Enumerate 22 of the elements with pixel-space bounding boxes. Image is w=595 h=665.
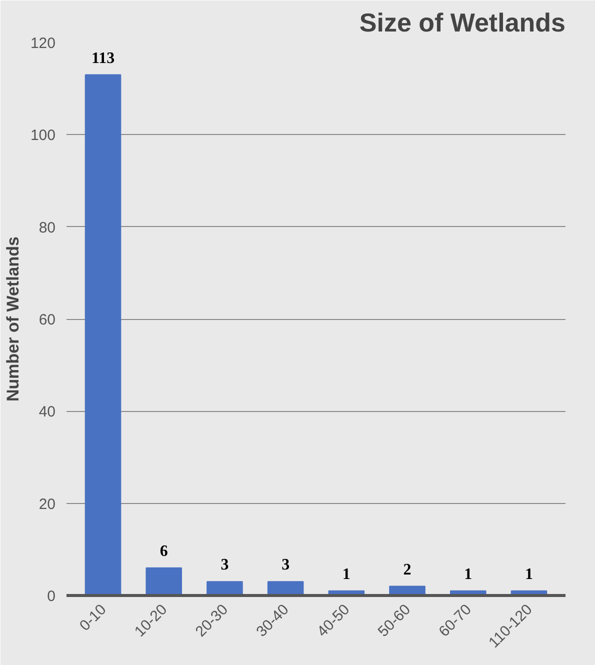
data-label: 3 [282,556,290,574]
y-tick-label: 20 [38,496,56,513]
data-label: 1 [342,566,350,583]
bar [84,74,122,596]
y-tick-label: 60 [38,312,56,328]
y-tick-label: 80 [38,219,56,236]
bar [146,567,182,596]
data-label: 1 [464,566,472,583]
data-label: 3 [220,556,229,574]
y-axis-title: Number of Wetlands [3,236,22,402]
data-label: 113 [91,50,115,67]
data-label: 1 [524,566,533,583]
chart-title: Size of Wetlands [359,8,566,38]
y-tick-label: 0 [47,588,56,605]
x-tick-label: 0-10 [76,601,110,634]
data-label: 2 [403,561,412,578]
y-tick-label: 40 [38,404,56,421]
bar [267,581,304,596]
y-tick-label: 120 [30,35,56,52]
bar [206,581,243,596]
data-label: 6 [160,542,168,560]
y-tick-label: 100 [30,127,56,144]
